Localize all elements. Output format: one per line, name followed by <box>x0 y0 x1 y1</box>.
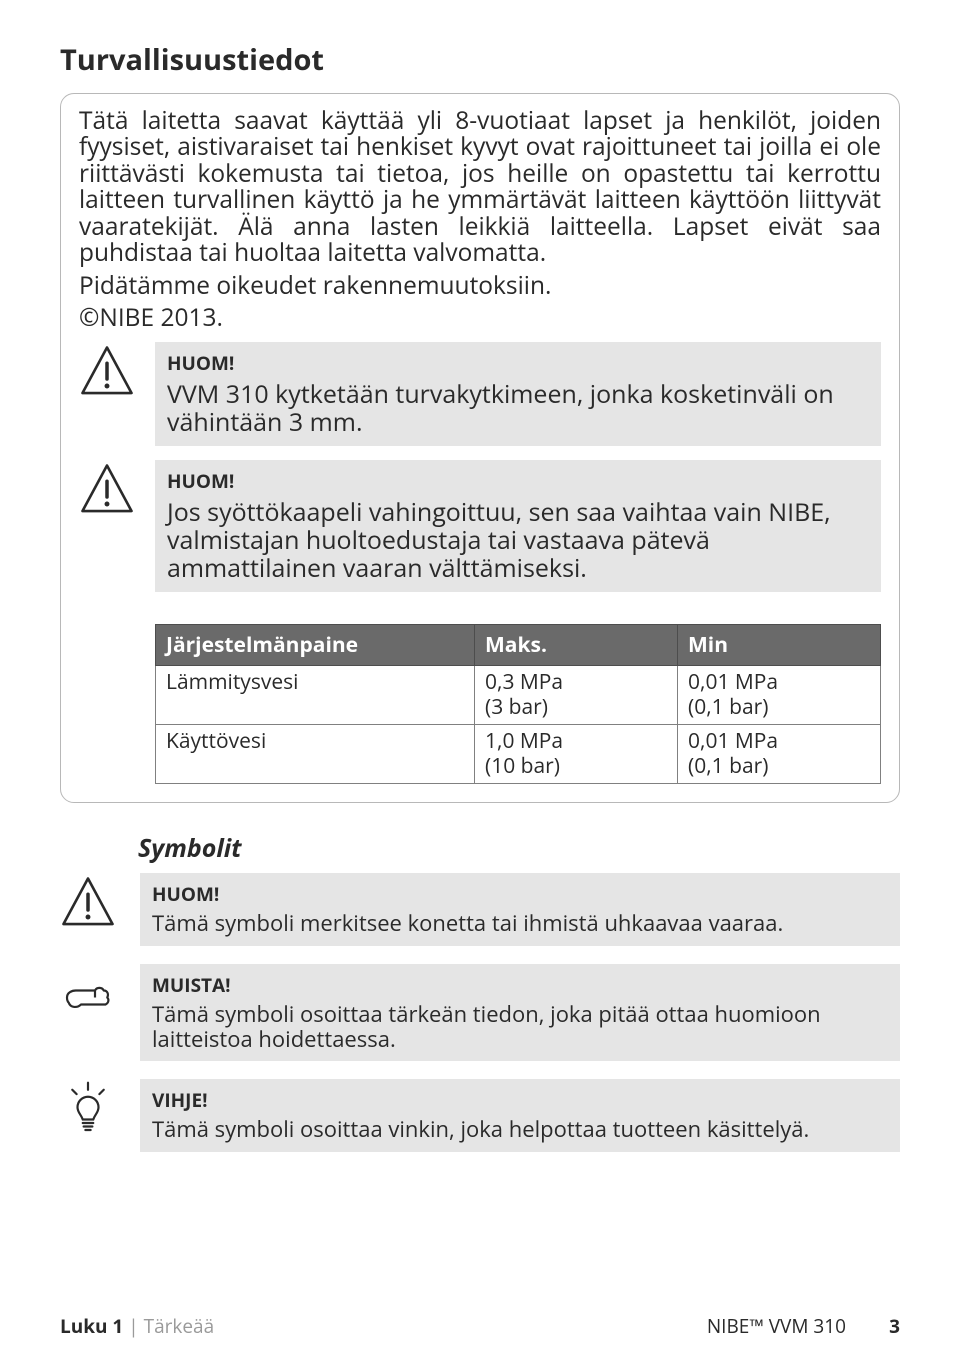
td-max-sub: (10 bar) <box>485 752 560 780</box>
callout-huom-1: HUOM! VVM 310 kytketään turvakytkimeen, … <box>155 342 881 446</box>
footer-chapter-name: Tärkeää <box>144 1313 215 1339</box>
warning-icon <box>79 342 141 400</box>
td-label: Käyttövesi <box>156 725 475 784</box>
spacer-icon <box>79 606 141 608</box>
table-row-wrapper: Järjestelmänpaine Maks. Min Lämmitysvesi… <box>79 606 881 785</box>
callout-body: Tämä symboli osoittaa tärkeän tiedon, jo… <box>152 1002 888 1051</box>
callout-title: HUOM! <box>152 881 888 907</box>
callout-body: VVM 310 kytketään turvakytkimeen, jonka … <box>167 380 869 436</box>
callout-symbol-vihje: VIHJE! Tämä symboli osoittaa vinkin, jok… <box>140 1079 900 1152</box>
symbol-row-vihje: VIHJE! Tämä symboli osoittaa vinkin, jok… <box>60 1079 900 1152</box>
td-label: Lämmitysvesi <box>156 665 475 724</box>
td-min-sub: (0,1 bar) <box>688 752 768 780</box>
callout-symbol-muista: MUISTA! Tämä symboli osoittaa tärkeän ti… <box>140 964 900 1061</box>
footer-product: NIBE™ VVM 310 <box>707 1313 846 1339</box>
th-min: Min <box>678 624 881 665</box>
lightbulb-icon <box>60 1079 126 1137</box>
table-row: Käyttövesi 1,0 MPa (10 bar) 0,01 MPa (0,… <box>156 725 881 784</box>
footer-left: Luku 1 | Tärkeää <box>60 1313 214 1339</box>
callout-title: MUISTA! <box>152 972 888 998</box>
page-title: Turvallisuustiedot <box>60 40 900 79</box>
intro-line-3: ©NIBE 2013. <box>79 305 881 331</box>
callout-row-huom-1: HUOM! VVM 310 kytketään turvakytkimeen, … <box>79 342 881 446</box>
footer-chapter: Luku 1 <box>60 1313 123 1339</box>
td-max-val: 0,3 MPa <box>485 668 563 696</box>
td-max-sub: (3 bar) <box>485 693 548 721</box>
pointing-hand-icon <box>60 964 126 1022</box>
td-min: 0,01 MPa (0,1 bar) <box>678 725 881 784</box>
callout-body: Jos syöttökaapeli vahingoittuu, sen saa … <box>167 498 869 582</box>
footer-page-number: 3 <box>866 1313 900 1339</box>
callout-huom-2: HUOM! Jos syöttökaapeli vahingoittuu, se… <box>155 460 881 592</box>
symbol-row-huom: HUOM! Tämä symboli merkitsee konetta tai… <box>60 873 900 946</box>
intro-line-2: Pidätämme oikeudet rakennemuutoksiin. <box>79 273 881 299</box>
warning-icon <box>79 460 141 518</box>
table-header-row: Järjestelmänpaine Maks. Min <box>156 624 881 665</box>
system-pressure-table: Järjestelmänpaine Maks. Min Lämmitysvesi… <box>155 624 881 785</box>
th-max: Maks. <box>475 624 678 665</box>
td-min: 0,01 MPa (0,1 bar) <box>678 665 881 724</box>
table-row: Lämmitysvesi 0,3 MPa (3 bar) 0,01 MPa (0… <box>156 665 881 724</box>
safety-panel: Tätä laitetta saavat käyttää yli 8-vuoti… <box>60 93 900 803</box>
callout-title: HUOM! <box>167 468 869 494</box>
td-max: 0,3 MPa (3 bar) <box>475 665 678 724</box>
footer-sep: | <box>123 1313 143 1339</box>
td-max: 1,0 MPa (10 bar) <box>475 725 678 784</box>
callout-row-huom-2: HUOM! Jos syöttökaapeli vahingoittuu, se… <box>79 460 881 592</box>
callout-symbol-huom: HUOM! Tämä symboli merkitsee konetta tai… <box>140 873 900 946</box>
symbols-heading: Symbolit <box>138 831 900 865</box>
page-footer: Luku 1 | Tärkeää NIBE™ VVM 310 3 <box>60 1313 900 1339</box>
callout-body: Tämä symboli merkitsee konetta tai ihmis… <box>152 911 888 936</box>
td-min-val: 0,01 MPa <box>688 727 778 755</box>
td-min-val: 0,01 MPa <box>688 668 778 696</box>
td-max-val: 1,0 MPa <box>485 727 563 755</box>
symbol-row-muista: MUISTA! Tämä symboli osoittaa tärkeän ti… <box>60 964 900 1061</box>
callout-title: VIHJE! <box>152 1087 888 1113</box>
callout-title: HUOM! <box>167 350 869 376</box>
footer-right: NIBE™ VVM 310 3 <box>707 1313 900 1339</box>
intro-paragraph-1: Tätä laitetta saavat käyttää yli 8-vuoti… <box>79 108 881 267</box>
warning-icon <box>60 873 126 931</box>
callout-body: Tämä symboli osoittaa vinkin, joka helpo… <box>152 1117 888 1142</box>
th-system-pressure: Järjestelmänpaine <box>156 624 475 665</box>
td-min-sub: (0,1 bar) <box>688 693 768 721</box>
